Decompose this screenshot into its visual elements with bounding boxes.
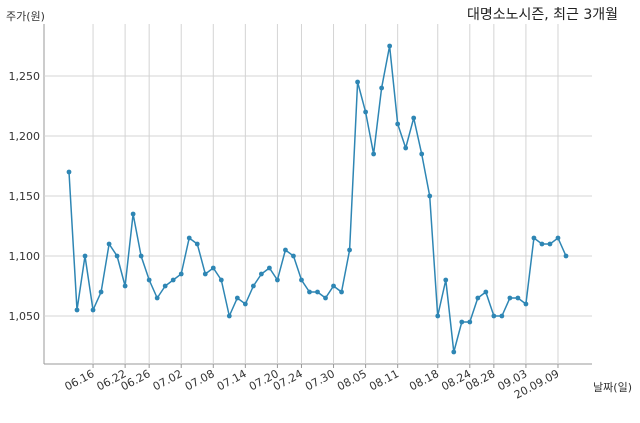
- data-point: [275, 277, 280, 283]
- data-point: [66, 169, 72, 175]
- data-point: [226, 313, 232, 319]
- data-point: [186, 235, 192, 241]
- x-tick-label: 07.14: [215, 367, 249, 393]
- data-point: [323, 295, 328, 301]
- data-point: [315, 289, 320, 295]
- data-point: [483, 289, 489, 295]
- data-point: [355, 79, 360, 85]
- data-point: [515, 295, 521, 301]
- data-point: [467, 319, 473, 325]
- data-point: [499, 313, 505, 319]
- data-point: [258, 271, 264, 277]
- data-point: [411, 115, 417, 121]
- y-tick-label: 1,200: [9, 130, 41, 143]
- data-point: [427, 193, 433, 199]
- data-point: [154, 295, 160, 301]
- y-tick-label: 1,100: [9, 250, 41, 263]
- data-point: [283, 247, 288, 253]
- data-point: [98, 289, 104, 295]
- data-point: [563, 253, 569, 259]
- data-point: [202, 271, 208, 277]
- data-point: [507, 295, 513, 301]
- data-point: [138, 253, 144, 259]
- y-tick-label: 1,150: [9, 190, 41, 203]
- data-point: [291, 253, 296, 259]
- data-point: [443, 277, 449, 283]
- data-point: [74, 307, 80, 313]
- data-point: [146, 277, 152, 283]
- data-point: [90, 307, 96, 313]
- data-point: [307, 289, 312, 295]
- y-tick-label: 1,250: [9, 70, 41, 83]
- data-point: [299, 277, 304, 283]
- data-point: [210, 265, 216, 271]
- x-tick-label: 08.11: [367, 367, 401, 393]
- data-point: [395, 121, 401, 127]
- data-point: [267, 265, 272, 271]
- data-point: [547, 241, 553, 247]
- x-tick-label: 06.16: [63, 367, 97, 393]
- data-point: [379, 85, 385, 91]
- data-point: [555, 235, 561, 241]
- data-point: [162, 283, 168, 289]
- data-point: [130, 211, 136, 217]
- data-point: [459, 319, 465, 325]
- data-point: [435, 313, 441, 319]
- data-point: [178, 271, 184, 277]
- data-point: [170, 277, 176, 283]
- data-point: [387, 43, 393, 49]
- data-point: [475, 295, 481, 301]
- x-tick-label: 08.18: [407, 367, 441, 393]
- data-point: [363, 109, 368, 115]
- data-point: [339, 289, 344, 295]
- data-point: [403, 145, 409, 151]
- data-point: [234, 295, 240, 301]
- data-point: [491, 313, 497, 319]
- chart-title: 대명소노시즌, 최근 3개월: [466, 7, 618, 23]
- data-point: [531, 235, 537, 241]
- data-point: [539, 241, 545, 247]
- data-point: [122, 283, 128, 289]
- x-tick-label: 07.08: [183, 367, 217, 393]
- data-point: [347, 247, 352, 253]
- x-tick-label: 07.02: [151, 367, 185, 393]
- x-axis-label: 날짜(일): [593, 381, 632, 394]
- data-point: [523, 301, 529, 307]
- data-point: [114, 253, 120, 259]
- data-point: [371, 151, 377, 157]
- x-tick-label: 08.05: [335, 367, 369, 393]
- y-axis-label: 주가(원): [6, 10, 45, 23]
- series-line: [68, 45, 567, 353]
- data-point: [194, 241, 200, 247]
- data-point: [106, 241, 112, 247]
- data-point: [250, 283, 256, 289]
- data-point: [419, 151, 425, 157]
- data-point: [242, 301, 248, 307]
- data-point: [82, 253, 88, 259]
- data-point: [331, 283, 336, 289]
- x-tick-label: 07.30: [303, 367, 337, 393]
- data-point: [218, 277, 224, 283]
- data-point: [451, 349, 457, 355]
- y-tick-label: 1,050: [9, 310, 41, 323]
